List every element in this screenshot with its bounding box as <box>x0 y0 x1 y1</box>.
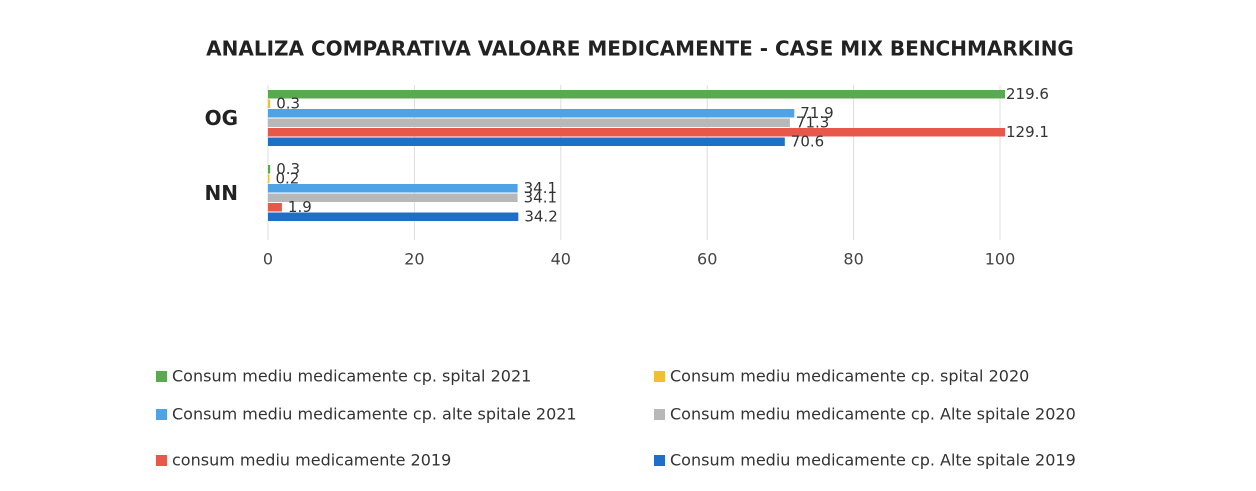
data-label: 0.3 <box>276 94 300 112</box>
bar <box>268 203 282 212</box>
bar <box>268 99 271 108</box>
bar <box>268 118 790 127</box>
plot-area <box>267 85 1005 240</box>
x-tick-label: 0 <box>263 250 273 269</box>
x-tick-label: 100 <box>985 250 1016 269</box>
data-label: 1.9 <box>288 198 312 216</box>
data-label: 34.1 <box>524 179 557 197</box>
x-tick-label: 80 <box>843 250 863 269</box>
data-label: 34.1 <box>524 188 557 206</box>
bar <box>268 193 518 202</box>
legend-swatch <box>156 409 167 420</box>
bar <box>268 184 518 193</box>
legend-swatch <box>156 371 167 382</box>
legend-label: consum mediu medicamente 2019 <box>172 451 451 470</box>
bar <box>268 174 270 183</box>
x-tick-label: 20 <box>404 250 424 269</box>
bar <box>268 90 1005 99</box>
bar <box>268 137 785 146</box>
category-label: OG <box>205 106 238 130</box>
bar <box>268 128 1005 137</box>
legend-label: Consum mediu medicamente cp. spital 2021 <box>172 367 531 386</box>
legend-swatch <box>156 455 167 466</box>
x-tick-label: 40 <box>551 250 571 269</box>
category-label: NN <box>205 181 238 205</box>
data-label: 0.2 <box>275 169 299 187</box>
bar <box>268 165 271 174</box>
bar <box>268 212 519 221</box>
data-label: 129.1 <box>1006 123 1049 141</box>
legend-label: Consum mediu medicamente cp. Alte spital… <box>670 405 1076 424</box>
data-label: 219.6 <box>1006 85 1049 103</box>
data-label: 70.6 <box>791 132 824 150</box>
legend-label: Consum mediu medicamente cp. alte spital… <box>172 405 577 424</box>
data-label: 71.9 <box>800 104 833 122</box>
x-tick-label: 60 <box>697 250 717 269</box>
legend-swatch <box>654 409 665 420</box>
chart-title: ANALIZA COMPARATIVA VALOARE MEDICAMENTE … <box>206 37 1074 61</box>
data-label: 71.3 <box>796 113 829 131</box>
data-label: 0.3 <box>276 160 300 178</box>
bar <box>268 109 795 118</box>
data-label: 34.2 <box>524 207 557 225</box>
legend-label: Consum mediu medicamente cp. Alte spital… <box>670 451 1076 470</box>
legend-swatch <box>654 455 665 466</box>
legend-label: Consum mediu medicamente cp. spital 2020 <box>670 367 1029 386</box>
legend-swatch <box>654 371 665 382</box>
